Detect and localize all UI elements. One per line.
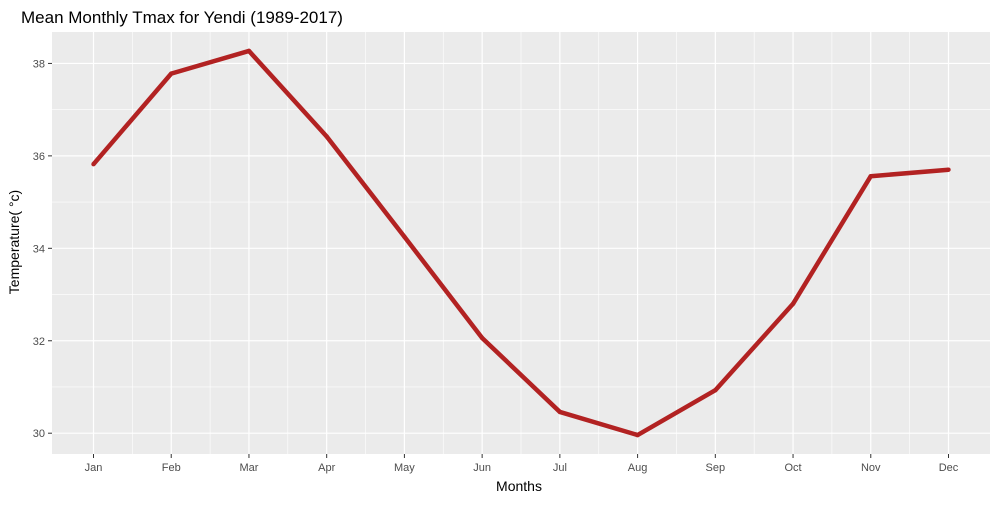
x-tick-label: Aug [628,462,648,474]
x-tick-label: Feb [162,462,181,474]
x-tick-label: Mar [239,462,258,474]
x-tick-label: Jul [553,462,567,474]
x-tick-label: Jun [473,462,491,474]
y-tick-label: 38 [33,58,45,70]
data-point [557,409,563,415]
x-tick-label: Dec [939,462,959,474]
series-layer [91,48,951,438]
y-axis: 30 32 34 36 38 [33,58,52,440]
x-tick-label: Oct [784,462,801,474]
y-tick-label: 30 [33,428,45,440]
data-point [479,335,485,341]
data-point [635,432,640,438]
series-line [91,48,949,438]
x-tick-label: Jan [85,462,103,474]
x-tick-label: Nov [861,462,881,474]
y-tick-label: 34 [33,243,45,255]
y-tick-label: 36 [33,151,45,163]
x-tick-label: Sep [706,462,726,474]
x-tick-label: May [394,462,415,474]
minor-gridlines [52,32,990,454]
y-axis-title: Temperature( °c) [6,190,22,294]
data-point [402,234,407,239]
x-axis: Jan Feb Mar Apr May Jun Jul Aug Sep Oct Nov Dec [85,454,959,474]
data-point [91,161,96,167]
data-point [868,174,873,179]
x-tick-label: Apr [318,462,335,474]
data-point [324,134,329,139]
chart-title: Mean Monthly Tmax for Yendi (1989-2017) [21,8,343,27]
data-point [169,71,174,76]
x-axis-title: Months [496,478,542,494]
data-point [790,301,796,306]
data-point [713,388,718,393]
data-point [946,167,951,172]
data-point [246,48,252,54]
y-tick-label: 32 [33,336,45,348]
major-gridlines [52,32,990,454]
